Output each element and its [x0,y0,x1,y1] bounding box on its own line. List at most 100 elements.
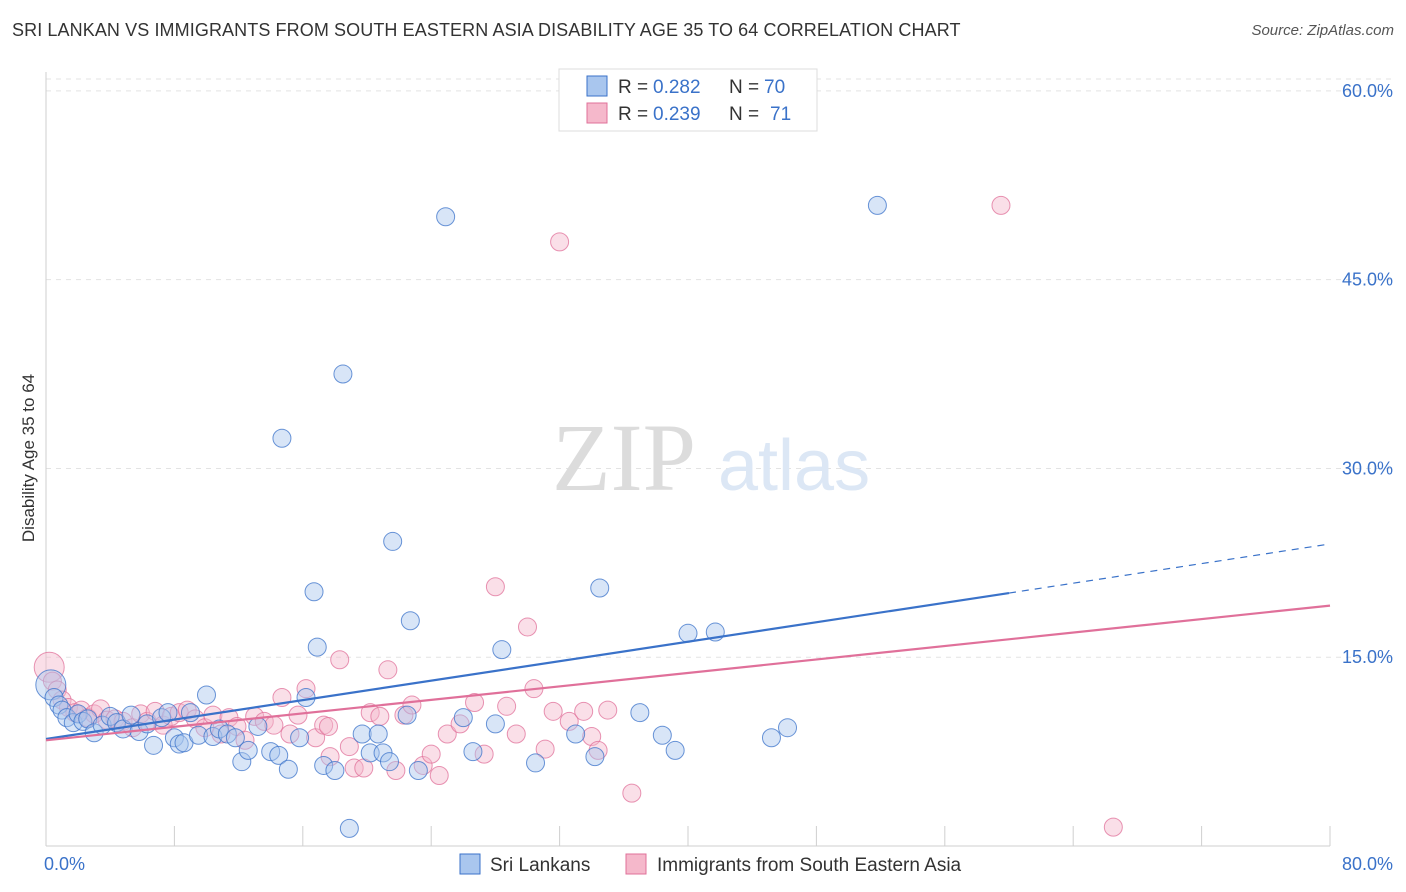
sri-lankans-point [665,740,685,760]
sri-lankans-point [197,685,216,705]
immigrants-point [518,617,537,637]
sri-lankans-point [526,753,546,773]
immigrants-point [582,727,602,747]
sri-lankans-point [590,578,610,598]
legend-top-r-label-1: R = [618,77,648,98]
immigrants-point [437,724,457,744]
sri-lankans-point [492,640,512,660]
y-tick-labels: 15.0% 30.0% 45.0% 60.0% [1342,81,1393,667]
sri-lankans-point [57,708,77,728]
sri-lankans-point [272,428,292,448]
legend-top-n-label-2: N = [729,104,759,125]
watermark-zip: ZIP [552,404,696,511]
sri-lankans-point [436,207,456,227]
legend-top: R = 0.282 N = 70 R = 0.239 N = 71 [558,68,818,132]
trend-line-sri-lankans [45,591,1010,741]
sri-lankans-point [678,623,698,643]
immigrants-point [550,232,570,252]
sri-lankans-point [35,669,67,701]
legend-top-r-value-1: 0.282 [653,77,701,98]
x-tick-marks [45,826,1331,846]
sri-lankans-point [121,705,141,725]
sri-lankans-point [333,364,353,384]
immigrants-point [497,696,517,716]
sri-lankans-point [290,728,310,748]
y-axis-title: Disability Age 35 to 64 [19,374,38,542]
sri-lankans-point [304,582,324,602]
sri-lankans-point [314,755,334,775]
sri-lankans-point [232,752,252,772]
sri-lankans-point [78,709,98,729]
sri-lankans-point [278,759,298,779]
sri-lankans-point [203,727,223,747]
sri-lankans-point [867,195,887,215]
sri-lankans-point [566,724,586,744]
y-tick-label: 45.0% [1342,270,1393,290]
immigrants-point [622,783,642,803]
legend-top-swatch-pink [586,102,608,124]
legend-bottom-swatch-pink [625,853,647,875]
sri-lankans-point [630,703,650,723]
sri-lankans-point [761,728,781,748]
legend-bottom-swatch-blue [459,853,481,875]
y-tick-label: 60.0% [1342,81,1393,101]
legend-top-r-label-2: R = [618,104,648,125]
sri-lankans-point [339,818,359,838]
immigrants-point [339,737,359,757]
sri-lankans-point [485,714,505,734]
immigrants-point [91,699,111,719]
immigrants-point [506,724,526,744]
sri-lankans-point [585,747,605,767]
legend-top-n-value-2: 71 [770,104,791,125]
y-tick-label: 15.0% [1342,647,1393,667]
series-sri-lankans-points [35,195,887,838]
sri-lankans-point [73,711,93,731]
immigrants-point [360,703,380,723]
legend-bottom-label-1: Sri Lankans [490,855,590,876]
sri-lankans-point [352,724,372,744]
sri-lankans-point [463,742,483,762]
sri-lankans-point [63,713,83,733]
immigrants-point [535,739,555,759]
sri-lankans-point [238,740,258,760]
gridlines [46,78,1393,658]
immigrants-point [33,651,65,683]
sri-lankans-point [307,637,327,657]
sri-lankans-point [400,611,420,631]
immigrants-point [318,716,338,736]
immigrants-point [574,701,594,721]
sri-lankans-point [379,752,399,772]
immigrants-point [280,724,300,744]
immigrants-point [421,744,441,764]
legend-top-swatch-blue [586,75,608,97]
immigrants-point [42,671,62,691]
chart-title: SRI LANKAN VS IMMIGRANTS FROM SOUTH EAST… [12,20,961,40]
immigrants-point [429,766,449,786]
sri-lankans-point [188,725,208,745]
immigrants-point [485,577,505,597]
x-tick-label-min: 0.0% [44,854,85,874]
immigrants-point [559,711,579,731]
sri-lankans-point [225,728,245,748]
immigrants-point [474,744,494,764]
immigrants-point [1103,817,1123,837]
sri-lankans-point [778,718,798,738]
immigrants-point [598,700,618,720]
sri-lankans-point [397,705,417,725]
watermark-atlas: atlas [718,426,870,506]
immigrants-point [991,195,1011,215]
sri-lankans-point [453,708,473,728]
immigrants-point [264,715,284,735]
trend-lines [45,543,1331,742]
legend-bottom-label-2: Immigrants from South Eastern Asia [657,855,962,876]
immigrants-point [378,660,398,680]
immigrants-point [344,758,364,778]
immigrants-point [370,706,390,726]
immigrants-point [543,701,563,721]
y-tick-label: 30.0% [1342,458,1393,478]
sri-lankans-point [269,745,289,765]
legend-bottom: Sri Lankans Immigrants from South Easter… [459,853,962,876]
sri-lankans-point [408,760,428,780]
trend-line-immigrants [45,604,1331,742]
